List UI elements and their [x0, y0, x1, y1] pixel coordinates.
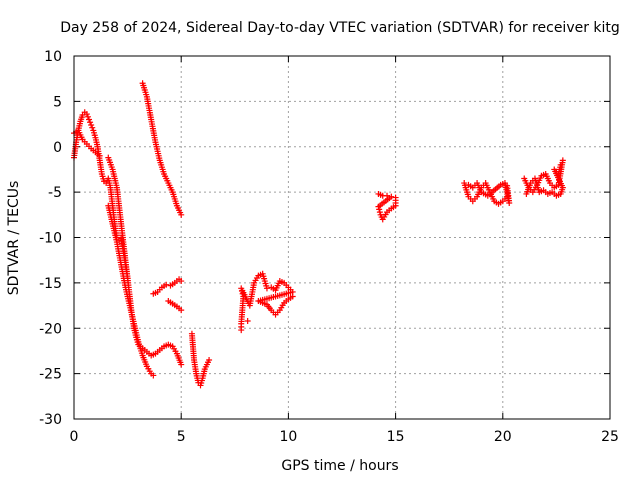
- data-point: [86, 116, 93, 123]
- data-point: [178, 307, 185, 314]
- x-tick-label: 5: [177, 429, 186, 445]
- data-point: [375, 203, 382, 210]
- data-point: [206, 357, 213, 364]
- series-track-c: [105, 154, 185, 368]
- x-tick-label: 15: [387, 429, 405, 445]
- series-track-i: [238, 270, 296, 334]
- data-point: [263, 285, 270, 292]
- series-track-j: [375, 190, 399, 223]
- data-point: [559, 157, 566, 164]
- data-point: [150, 372, 157, 379]
- data-point: [88, 121, 95, 128]
- data-points: [71, 80, 566, 389]
- data-point: [87, 119, 94, 126]
- data-point: [557, 161, 564, 168]
- data-point: [289, 293, 296, 300]
- y-tick-label: -5: [48, 185, 62, 201]
- series-track-h: [188, 330, 213, 389]
- grid: [74, 56, 610, 419]
- x-tick-label: 20: [494, 429, 512, 445]
- data-point: [178, 278, 185, 285]
- data-point: [89, 124, 96, 131]
- series-track-l: [521, 157, 566, 199]
- series-track-d: [105, 202, 157, 379]
- series-track-a: [71, 109, 131, 282]
- series-track-f: [150, 276, 185, 297]
- y-tick-label: -30: [39, 412, 62, 428]
- y-tick-label: -10: [39, 231, 62, 247]
- data-point: [376, 206, 383, 213]
- x-tick-label: 0: [70, 429, 79, 445]
- data-point: [504, 182, 511, 189]
- series-track-e: [139, 80, 185, 218]
- y-tick-label: 5: [53, 94, 62, 110]
- x-axis-label: GPS time / hours: [281, 458, 398, 474]
- data-point: [96, 152, 103, 159]
- y-tick-label: -20: [39, 321, 62, 337]
- series-track-g: [165, 298, 185, 314]
- y-tick-label: 0: [53, 140, 62, 156]
- data-point: [244, 317, 251, 324]
- chart-title: Day 258 of 2024, Sidereal Day-to-day VTE…: [60, 20, 620, 36]
- y-tick-label: 10: [44, 49, 62, 65]
- x-tick-label: 25: [601, 429, 619, 445]
- data-point: [163, 281, 170, 288]
- data-point: [84, 113, 91, 120]
- x-tick-label: 10: [279, 429, 297, 445]
- y-axis-label: SDTVAR / TECUs: [6, 181, 22, 296]
- data-point: [178, 361, 185, 368]
- plot-frame: [73, 55, 611, 420]
- series-track-k: [461, 180, 513, 207]
- data-point: [376, 209, 383, 216]
- data-point: [83, 111, 90, 118]
- y-tick-label: -25: [39, 367, 62, 383]
- tick-labels: 0 5 10 15 20 25 10 5 0 -5 -10 -15 -20 -25 -30: [39, 49, 619, 445]
- y-tick-label: -15: [39, 276, 62, 292]
- data-point: [392, 194, 399, 201]
- data-point: [178, 211, 185, 218]
